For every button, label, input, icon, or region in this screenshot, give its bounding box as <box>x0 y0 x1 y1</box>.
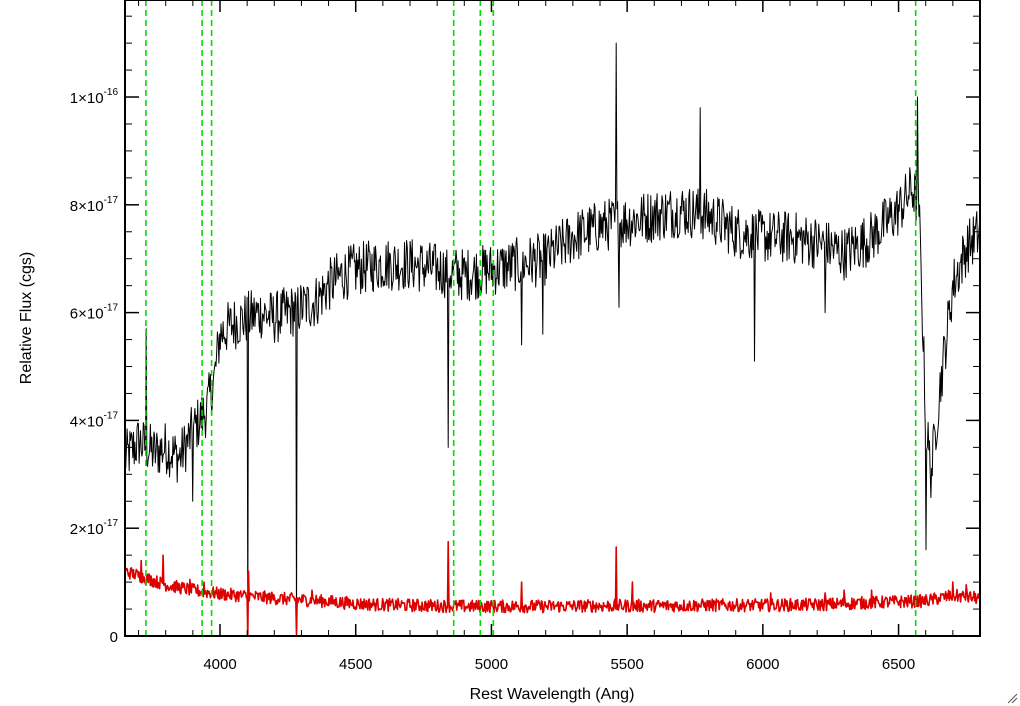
y-axis-title: Relative Flux (cgs) <box>18 252 35 384</box>
reference-lines <box>145 0 917 636</box>
y-tick-label-2: 4×10-17 <box>70 410 119 430</box>
y-axis-ticks: 0 2×10-17 4×10-17 6×10-17 8×10-17 1×10-16 <box>70 15 980 646</box>
resize-grip-icon[interactable] <box>1006 692 1018 704</box>
x-axis-title: Rest Wavelength (Ang) <box>470 686 635 703</box>
x-tick-label-5: 6500 <box>882 656 915 673</box>
y-tick-label-1: 2×10-17 <box>70 518 119 538</box>
x-tick-label-0: 4000 <box>203 656 236 673</box>
y-tick-label-3: 6×10-17 <box>70 303 119 323</box>
series-layer <box>125 42 980 636</box>
plot-frame <box>124 0 981 637</box>
y-tick-label-4: 8×10-17 <box>70 195 119 215</box>
x-tick-label-4: 6000 <box>746 656 779 673</box>
x-axis-ticks: 4000 4500 5000 5500 6000 6500 <box>138 0 954 673</box>
series-line-0 <box>125 42 980 636</box>
series-line-1 <box>125 540 980 636</box>
y-tick-label-5: 1×10-16 <box>70 87 119 107</box>
x-tick-label-2: 5000 <box>475 656 508 673</box>
y-tick-label-0: 0 <box>110 629 118 646</box>
x-tick-label-3: 5500 <box>610 656 643 673</box>
x-tick-label-1: 4500 <box>339 656 372 673</box>
